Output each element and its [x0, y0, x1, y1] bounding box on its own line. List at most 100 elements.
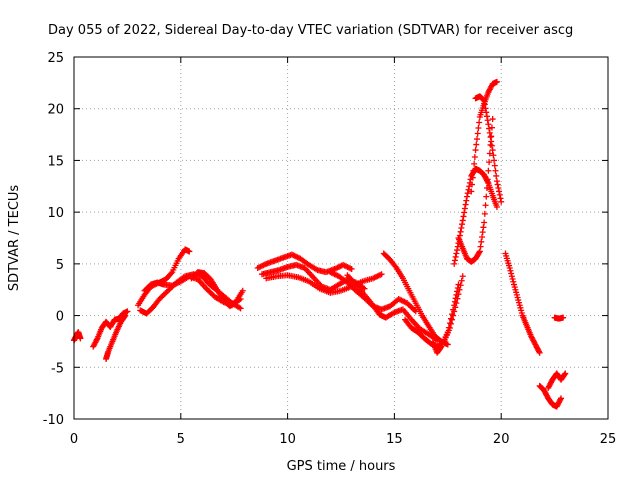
data-point — [473, 141, 480, 148]
y-tick-label: -10 — [43, 413, 64, 428]
data-point — [482, 202, 489, 209]
y-axis-ticks: -10 -5 0 5 10 15 20 25 — [43, 51, 608, 428]
data-point — [464, 190, 471, 197]
series-arc-13 — [380, 250, 451, 348]
data-point — [483, 109, 490, 116]
y-tick-label: 10 — [47, 206, 64, 221]
y-tick-label: 25 — [47, 51, 64, 66]
data-point — [476, 249, 483, 256]
series-arc-22 — [545, 370, 569, 391]
plot-frame — [73, 56, 609, 420]
data-point — [451, 302, 458, 309]
data-point — [168, 270, 175, 277]
data-point — [508, 273, 515, 280]
data-point — [491, 162, 498, 169]
data-point — [451, 298, 458, 305]
series-arc-17 — [455, 116, 496, 265]
data-point — [448, 315, 455, 322]
data-point — [454, 284, 461, 291]
data-point — [494, 181, 501, 188]
series-arc-10 — [263, 271, 385, 296]
data-point — [455, 281, 462, 288]
data-point — [488, 138, 495, 145]
series-arc-18 — [468, 78, 500, 195]
data-point — [124, 308, 131, 315]
data-point — [507, 267, 514, 274]
x-tick-label: 0 — [70, 432, 78, 447]
data-point — [122, 312, 129, 319]
data-point — [484, 117, 491, 124]
data-point — [206, 288, 213, 295]
data-point — [508, 270, 515, 277]
data-point — [487, 134, 494, 141]
data-point — [450, 306, 457, 313]
data-point — [486, 129, 493, 136]
data-point — [409, 305, 416, 312]
data-point — [493, 172, 500, 179]
data-point — [498, 198, 505, 205]
data-point — [471, 160, 478, 167]
data-point — [407, 302, 414, 309]
x-tick-label: 25 — [600, 432, 617, 447]
y-tick-label: 0 — [56, 310, 64, 325]
data-point — [451, 257, 458, 264]
data-point — [486, 125, 493, 132]
x-tick-label: 15 — [386, 432, 403, 447]
data-point — [480, 224, 487, 231]
data-point — [493, 78, 500, 85]
data-point — [480, 96, 487, 103]
data-point — [464, 193, 471, 200]
data-point — [459, 273, 466, 280]
data-point — [490, 152, 497, 159]
data-point — [493, 203, 500, 210]
data-point — [163, 289, 170, 296]
x-axis-ticks: 0 5 10 15 20 25 — [70, 57, 616, 447]
data-point — [476, 119, 483, 126]
data-point — [454, 247, 461, 254]
data-point — [481, 97, 488, 104]
data-point — [159, 293, 166, 300]
data-point — [496, 191, 503, 198]
data-point — [488, 124, 495, 131]
data-point — [461, 205, 468, 212]
data-point — [449, 316, 456, 323]
data-point — [461, 209, 468, 216]
series-arc-15 — [429, 281, 462, 356]
data-point — [452, 253, 459, 260]
y-tick-label: 15 — [47, 154, 64, 169]
data-point — [209, 291, 216, 298]
data-point — [476, 248, 483, 255]
data-point — [477, 243, 484, 250]
data-point — [121, 313, 128, 320]
data-point — [207, 289, 214, 296]
data-point — [560, 314, 567, 321]
data-point — [453, 250, 460, 257]
data-point — [481, 101, 488, 108]
data-point — [478, 238, 485, 245]
data-point — [446, 320, 453, 327]
data-point — [469, 174, 476, 181]
data-point — [361, 285, 368, 292]
data-point — [493, 178, 500, 185]
data-point — [444, 329, 451, 336]
data-point — [495, 185, 502, 192]
data-point — [510, 278, 517, 285]
data-point — [458, 277, 465, 284]
x-tick-label: 10 — [279, 432, 296, 447]
y-tick-label: 5 — [56, 258, 64, 273]
data-point — [486, 159, 493, 166]
data-point — [437, 344, 444, 351]
data-point — [473, 136, 480, 143]
series-arc-21 — [536, 382, 565, 410]
x-tick-label: 5 — [177, 432, 185, 447]
chart-title: Day 055 of 2022, Sidereal Day-to-day VTE… — [48, 23, 573, 38]
data-point — [77, 335, 84, 342]
data-point — [483, 113, 490, 120]
series-arc-16 — [451, 165, 500, 267]
data-point — [472, 147, 479, 154]
data-point — [478, 233, 485, 240]
data-point — [492, 167, 499, 174]
data-point — [484, 176, 491, 183]
data-point — [348, 266, 355, 273]
